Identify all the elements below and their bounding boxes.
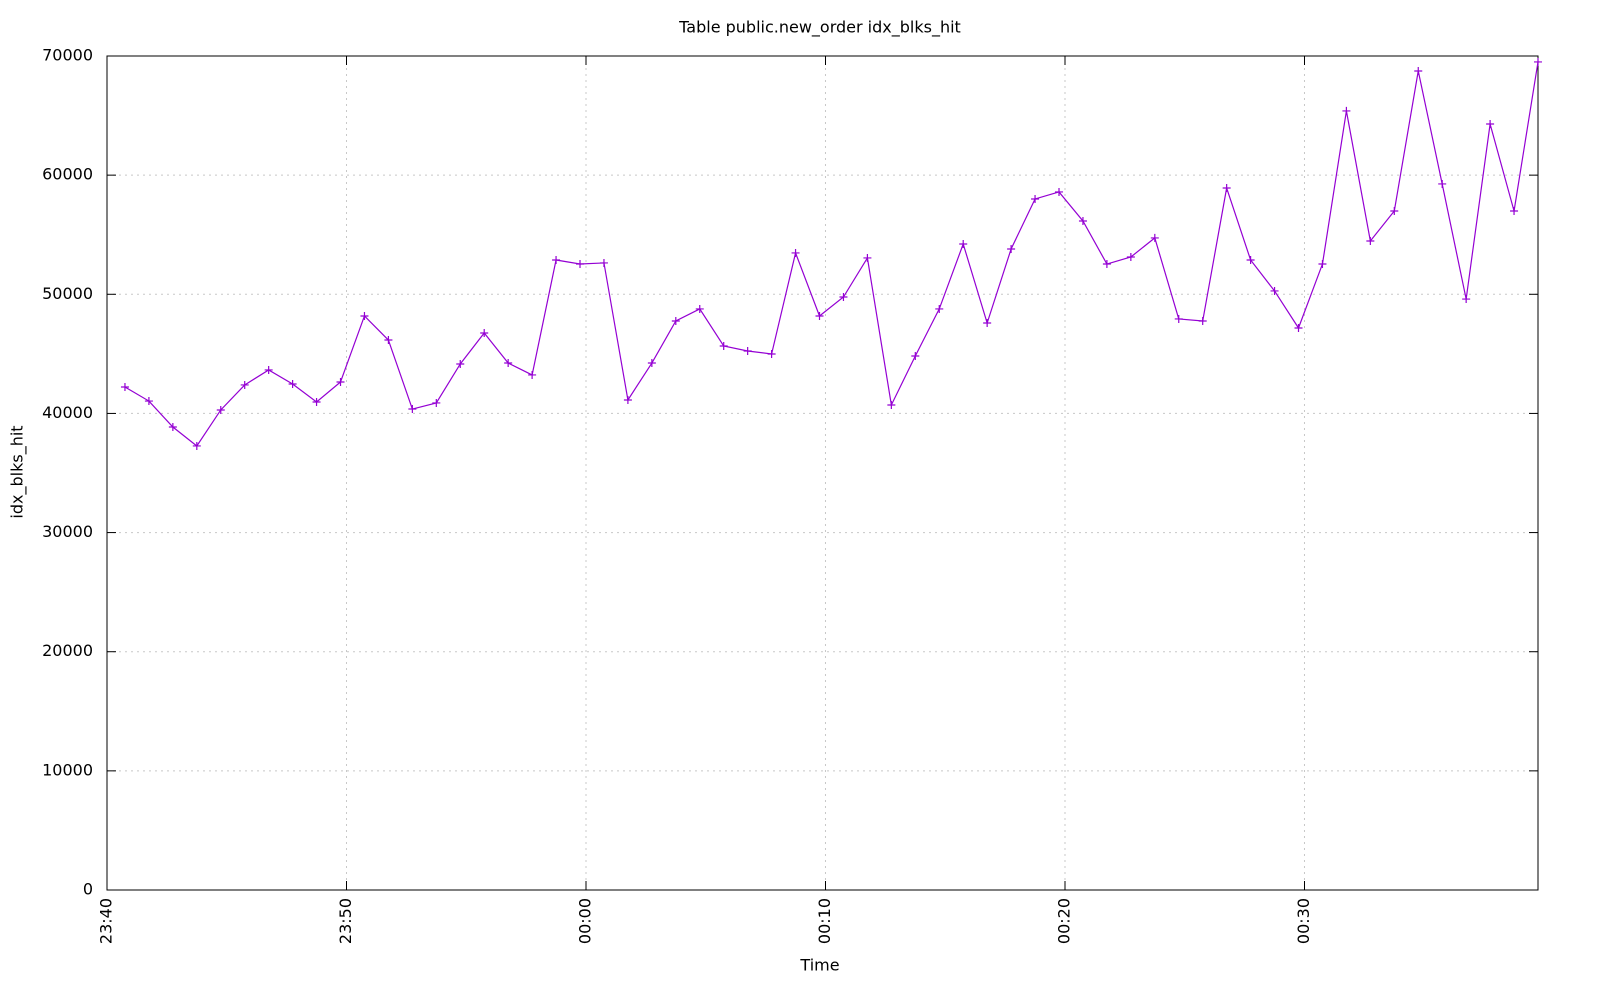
point-marker [1078,217,1087,226]
x-tick-label: 00:30 [1294,898,1313,944]
y-tick-label: 60000 [42,165,93,184]
point-marker [264,365,273,374]
point-marker [1031,194,1040,203]
point-marker [815,311,824,320]
point-marker [887,400,896,409]
point-marker [1438,179,1447,188]
point-marker [839,293,848,302]
x-tick-label: 00:10 [815,898,834,944]
point-marker [647,359,656,368]
point-marker [983,318,992,327]
point-marker [1270,286,1279,295]
point-marker [719,341,728,350]
point-marker [1174,314,1183,323]
y-axis-label: idx_blks_hit [8,425,28,518]
point-marker [192,441,201,450]
y-tick-label: 10000 [42,760,93,779]
y-tick-label: 30000 [42,522,93,541]
point-marker [1294,324,1303,333]
point-marker [552,255,561,264]
chart-title: Table public.new_order idx_blks_hit [678,18,961,38]
point-marker [384,336,393,345]
point-marker [911,352,920,361]
point-marker [576,260,585,269]
y-tick-label: 70000 [42,46,93,65]
point-marker [1318,260,1327,269]
y-tick-label: 0 [83,880,93,899]
point-marker [312,397,321,406]
point-marker [240,380,249,389]
point-marker [1534,57,1542,66]
y-tick-label: 40000 [42,403,93,422]
point-marker [623,395,632,404]
y-tick-label: 20000 [42,641,93,660]
x-axis-label: Time [799,956,839,975]
point-marker [1486,120,1495,129]
point-marker [599,258,608,267]
point-marker [671,316,680,325]
point-marker [767,349,776,358]
point-marker [144,397,153,406]
x-tick-label: 00:20 [1054,898,1073,944]
point-marker [1390,207,1399,216]
point-marker [432,398,441,407]
point-marker [1510,207,1519,216]
point-marker [1150,233,1159,242]
x-tick-label: 23:40 [97,898,116,944]
point-marker [959,240,968,249]
point-marker [504,359,513,368]
point-marker [1055,187,1063,196]
point-marker [480,329,489,338]
point-marker [360,311,369,320]
point-marker [1126,252,1135,261]
point-marker [1198,316,1207,325]
point-marker [456,359,465,368]
x-tick-label: 23:50 [336,898,355,944]
point-marker [336,377,345,386]
point-marker [1462,295,1471,304]
point-marker [1222,184,1231,193]
point-marker [1414,67,1423,76]
point-marker [528,370,537,379]
point-marker [288,380,297,388]
point-marker [408,405,417,414]
point-marker [863,253,872,262]
x-tick-label: 00:00 [575,898,594,944]
point-marker [120,382,129,391]
point-marker [1246,255,1255,264]
point-marker [1342,106,1351,115]
y-tick-label: 50000 [42,284,93,303]
point-marker [1007,245,1016,254]
point-marker [216,405,225,414]
point-marker [935,304,944,313]
point-marker [1366,237,1375,246]
point-marker [791,248,800,257]
plot-frame [106,55,1539,891]
series-line [124,61,1539,447]
point-marker [743,346,752,355]
point-marker [1102,260,1111,269]
point-marker [695,304,704,313]
point-marker [168,423,177,432]
